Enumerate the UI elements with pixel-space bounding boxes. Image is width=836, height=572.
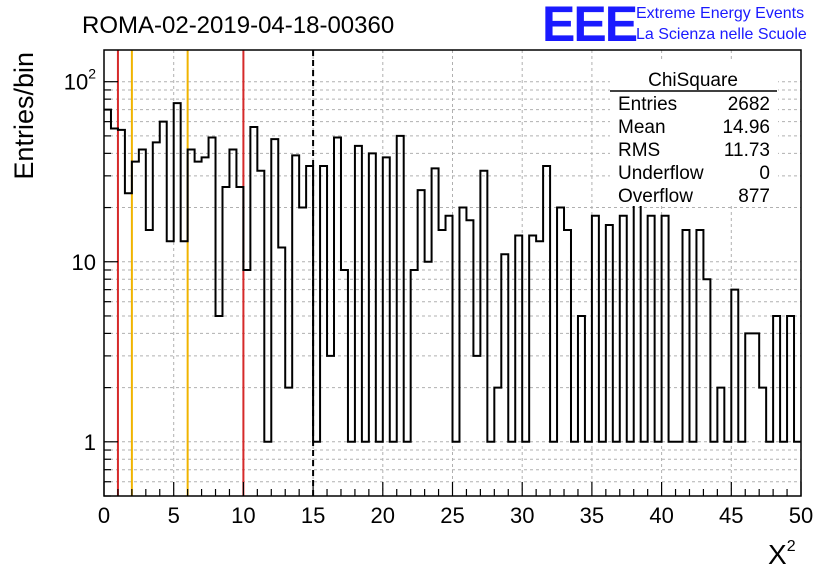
- x-tick-label: 50: [789, 503, 813, 528]
- eee-logo-line1: Extreme Energy Events: [636, 5, 804, 22]
- x-tick-label: 15: [301, 503, 325, 528]
- x-axis-label-base: X: [768, 539, 787, 570]
- stats-row-label: Entries: [618, 94, 677, 115]
- y-axis-label: Entries/bin: [9, 52, 39, 180]
- stats-box: ChiSquare Entries 2682 Mean 14.96 RMS 11.73 Un…: [610, 62, 778, 207]
- y-tick-label: 1: [84, 430, 96, 455]
- x-tick-labels: 0 5 10 15 20 25 30 35 40 45 50: [98, 503, 813, 528]
- x-tick-label: 20: [371, 503, 395, 528]
- x-axis-label: X2: [768, 538, 796, 570]
- stats-row-value: 14.96: [722, 117, 770, 138]
- stats-box-title: ChiSquare: [648, 70, 738, 91]
- stats-row-value: 11.73: [724, 140, 770, 161]
- x-tick-label: 25: [440, 503, 464, 528]
- x-tick-label: 0: [98, 503, 110, 528]
- stats-row-label: Overflow: [618, 186, 693, 207]
- stats-box-bg: [610, 62, 778, 206]
- stats-row-label: Mean: [618, 117, 666, 138]
- y-tick-label-exponent: 2: [88, 66, 96, 82]
- stats-row-label: RMS: [618, 140, 660, 161]
- stats-row-value: 877: [738, 186, 770, 207]
- eee-logo-mark: EEE: [542, 0, 637, 52]
- x-tick-label: 30: [510, 503, 534, 528]
- axis-ticks: [103, 81, 802, 497]
- x-tick-label: 10: [231, 503, 255, 528]
- stats-box-rows: Entries 2682 Mean 14.96 RMS 11.73 Underflow 0 Ov…: [618, 94, 770, 207]
- x-axis-label-exponent: 2: [787, 538, 796, 555]
- y-tick-label: 102: [64, 66, 96, 95]
- stats-row-value: 0: [759, 163, 770, 184]
- eee-logo-line2: La Scienza nelle Scuole: [636, 26, 807, 43]
- stats-row-value: 2682: [728, 94, 770, 115]
- x-tick-label: 40: [649, 503, 673, 528]
- x-tick-label: 35: [580, 503, 604, 528]
- x-tick-label: 45: [719, 503, 743, 528]
- chart-title: ROMA-02-2019-04-18-00360: [82, 12, 394, 39]
- stats-row-label: Underflow: [618, 163, 704, 184]
- y-tick-label: 10: [72, 250, 96, 275]
- x-tick-label: 5: [168, 503, 180, 528]
- y-tick-label-base: 10: [64, 70, 88, 95]
- histogram-step-line: [104, 102, 801, 443]
- eee-logo: EEE Extreme Energy Events La Scienza nel…: [542, 0, 807, 52]
